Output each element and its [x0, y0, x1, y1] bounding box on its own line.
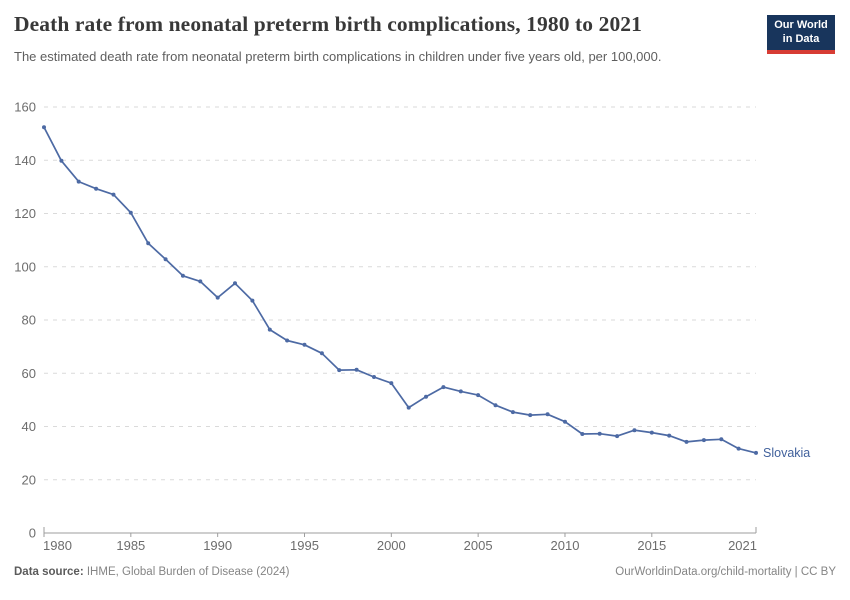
data-point-marker: [372, 375, 376, 379]
data-point-marker: [389, 381, 394, 386]
data-point-marker: [719, 437, 724, 442]
data-point-marker: [267, 327, 272, 332]
data-source-label: Data source:: [14, 566, 84, 578]
y-axis-tick-label: 0: [29, 526, 36, 541]
x-axis-tick-label: 2010: [551, 538, 580, 553]
owid-logo[interactable]: Our World in Data: [767, 15, 835, 54]
y-axis-tick-label: 160: [14, 100, 36, 115]
x-axis-tick-label: 1995: [290, 538, 319, 553]
license-link[interactable]: OurWorldinData.org/child-mortality | CC …: [615, 566, 836, 578]
x-axis-tick-label: 1980: [43, 538, 72, 553]
data-point-marker: [510, 410, 515, 415]
data-point-marker: [563, 419, 567, 424]
x-axis-tick-label: 1990: [203, 538, 232, 553]
data-point-marker: [528, 413, 533, 418]
data-point-marker: [337, 368, 342, 373]
data-point-marker: [458, 389, 463, 394]
owid-logo-text: Our World in Data: [767, 15, 835, 50]
y-axis-tick-label: 140: [14, 153, 36, 168]
page-title: Death rate from neonatal preterm birth c…: [14, 12, 643, 36]
data-point-marker: [250, 298, 255, 303]
y-axis-tick-label: 100: [14, 259, 36, 274]
chart-svg: 0 20 40 60 80 100 120 140 160 1980 1985 1990 1995 200…: [14, 100, 810, 554]
line-chart[interactable]: 0 20 40 60 80 100 120 140 160 1980 1985 1990 1995 200…: [0, 90, 850, 562]
data-point-marker: [493, 403, 498, 408]
data-point-marker: [684, 439, 689, 444]
data-line: [43, 126, 757, 454]
data-point-marker: [667, 433, 672, 438]
y-axis-tick-label: 120: [14, 206, 36, 221]
data-point-marker: [441, 385, 446, 390]
data-point-marker: [736, 446, 741, 451]
data-point-marker: [406, 405, 411, 410]
data-point-marker: [76, 179, 81, 184]
y-axis-tick-label: 20: [22, 472, 36, 487]
x-axis-tick-label: 2021: [728, 538, 757, 553]
owid-logo-line2: in Data: [782, 32, 820, 45]
data-point-marker: [215, 295, 220, 300]
data-source-text: IHME, Global Burden of Disease (2024): [83, 566, 290, 578]
x-axis-tick-label: 2015: [637, 538, 666, 553]
data-point-marker: [128, 210, 133, 215]
data-point-marker: [180, 273, 185, 278]
data-point-marker: [146, 241, 151, 246]
chart-subtitle: The estimated death rate from neonatal p…: [14, 49, 662, 64]
data-point-marker: [285, 338, 290, 343]
entity-label[interactable]: Slovakia: [763, 446, 810, 460]
chart-footer: Data source: IHME, Global Burden of Dise…: [14, 566, 836, 578]
data-point-marker: [597, 431, 602, 436]
data-point-marker: [615, 434, 620, 439]
x-axis-tick-label: 2005: [464, 538, 493, 553]
data-point-marker: [302, 342, 307, 347]
data-point-marker: [94, 186, 99, 191]
data-point-marker: [59, 158, 64, 163]
data-point-marker: [701, 438, 706, 443]
y-axis-tick-label: 80: [22, 313, 36, 328]
data-point-marker: [545, 412, 550, 417]
data-point-marker: [198, 279, 203, 284]
data-point-marker: [233, 281, 237, 286]
data-point-marker: [163, 257, 168, 262]
x-axis-tick-label: 1985: [116, 538, 145, 553]
data-point-marker: [632, 428, 637, 433]
data-point-marker: [580, 432, 585, 436]
data-point-marker: [754, 450, 758, 455]
data-point-marker: [649, 430, 654, 435]
data-point-marker: [354, 367, 359, 372]
data-point-marker: [42, 125, 46, 130]
owid-logo-line1: Our World: [774, 19, 828, 31]
y-axis-tick-label: 60: [22, 366, 36, 381]
data-point-marker: [111, 192, 116, 197]
data-source: Data source: IHME, Global Burden of Dise…: [14, 566, 290, 578]
y-axis-tick-label: 40: [22, 419, 36, 434]
owid-logo-red-bar: [767, 49, 835, 54]
data-point-marker: [424, 394, 428, 399]
x-axis-tick-label: 2000: [377, 538, 406, 553]
data-point-marker: [319, 351, 324, 356]
data-point-marker: [476, 393, 481, 398]
